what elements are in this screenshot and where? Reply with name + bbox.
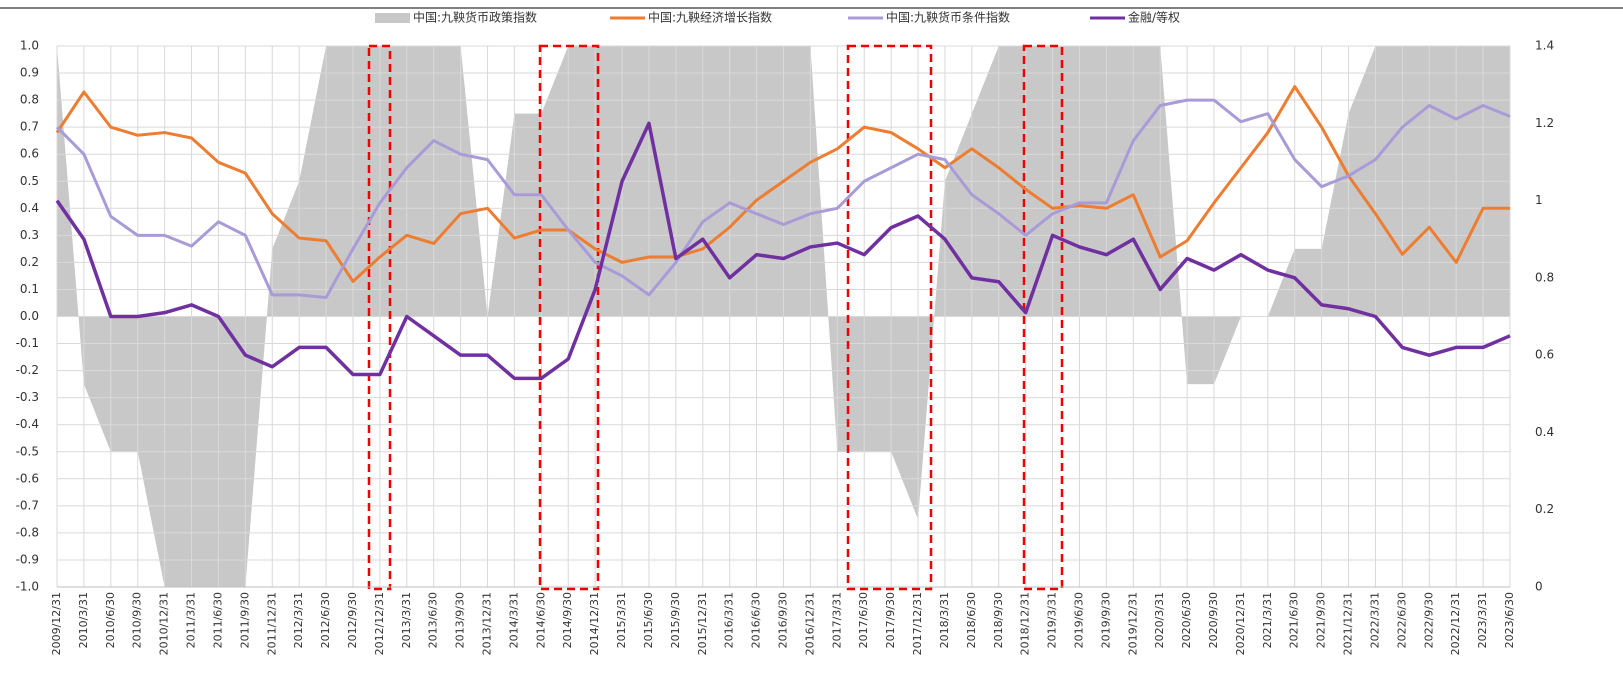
y-tick-label: -1.0 (16, 580, 39, 594)
x-tick-label: 2010/9/30 (131, 592, 144, 648)
x-tick-label: 2016/12/31 (803, 592, 816, 655)
x-tick-label: 2014/9/30 (561, 592, 574, 648)
y-tick-label: 0.6 (20, 147, 39, 161)
x-tick-label: 2018/9/30 (992, 592, 1005, 648)
y-tick-label: 0.3 (20, 228, 39, 242)
highlights (367, 44, 1064, 591)
x-tick-label: 2019/6/30 (1072, 592, 1085, 648)
line-series (55, 98, 1511, 300)
x-tick-label: 2011/12/31 (265, 592, 278, 655)
highlight-box (538, 44, 600, 591)
x-tick-label: 2022/9/30 (1422, 592, 1435, 648)
y2-tick-label: 0.4 (1535, 425, 1554, 439)
x-tick-label: 2011/3/31 (185, 592, 198, 648)
x-tick-label: 2011/9/30 (238, 592, 251, 648)
x-tick-label: 2015/6/30 (642, 592, 655, 648)
x-tick-label: 2021/3/31 (1261, 592, 1274, 648)
legend-label: 中国:九鞅货币政策指数 (413, 10, 537, 25)
y-tick-label: 0.5 (20, 174, 39, 188)
x-tick-label: 2012/3/31 (292, 592, 305, 648)
x-tick-label: 2023/3/31 (1476, 592, 1489, 648)
x-tick-label: 2013/9/30 (454, 592, 467, 648)
x-tick-label: 2018/6/30 (965, 592, 978, 648)
y-tick-label: -0.9 (16, 552, 39, 566)
line-series (55, 121, 1511, 381)
highlight-box (1022, 44, 1064, 591)
highlight-box (367, 44, 392, 591)
y-tick-label: 0.7 (20, 120, 39, 134)
y-tick-label: 0.9 (20, 66, 39, 80)
x-tick-label: 2017/9/30 (884, 592, 897, 648)
x-tick-label: 2018/12/31 (1019, 592, 1032, 655)
x-tick-label: 2012/9/30 (346, 592, 359, 648)
x-tick-label: 2016/9/30 (777, 592, 790, 648)
x-tick-label: 2019/12/31 (1126, 592, 1139, 655)
x-tick-label: 2020/3/31 (1153, 592, 1166, 648)
legend-label: 中国:九鞅经济增长指数 (648, 10, 772, 25)
y-tick-label: 0.2 (20, 255, 39, 269)
x-tick-label: 2017/12/31 (911, 592, 924, 655)
y-tick-label: -0.7 (16, 498, 39, 512)
highlight-box (846, 44, 933, 591)
legend-swatch (375, 13, 410, 23)
x-tick-label: 2013/3/31 (400, 592, 413, 648)
y-tick-label: -0.1 (16, 336, 39, 350)
x-tick-label: 2017/6/30 (857, 592, 870, 648)
x-tick-label: 2019/3/31 (1046, 592, 1059, 648)
y2-tick-label: 0.2 (1535, 502, 1554, 516)
x-tick-label: 2013/12/31 (481, 592, 494, 655)
x-tick-label: 2021/9/30 (1315, 592, 1328, 648)
x-tick-label: 2021/12/31 (1342, 592, 1355, 655)
x-tick-label: 2016/6/30 (750, 592, 763, 648)
y2-tick-label: 1 (1535, 193, 1543, 207)
x-tick-label: 2022/3/31 (1368, 592, 1381, 648)
x-tick-label: 2023/6/30 (1503, 592, 1516, 648)
x-tick-label: 2020/12/31 (1234, 592, 1247, 655)
x-tick-label: 2015/3/31 (615, 592, 628, 648)
x-tick-label: 2020/6/30 (1180, 592, 1193, 648)
line-series (55, 85, 1510, 283)
x-tick-label: 2015/12/31 (696, 592, 709, 655)
y-tick-label: -0.2 (16, 363, 39, 377)
y-tick-label: -0.8 (16, 525, 39, 539)
x-tick-label: 2017/3/31 (830, 592, 843, 648)
x-tick-label: 2018/3/31 (938, 592, 951, 648)
y-tick-label: 0.1 (20, 282, 39, 296)
x-tick-label: 2020/9/30 (1207, 592, 1220, 648)
x-tick-label: 2019/9/30 (1099, 592, 1112, 648)
y-tick-label: -0.3 (16, 390, 39, 404)
y-tick-label: 0.0 (20, 309, 39, 323)
x-tick-label: 2012/12/31 (373, 592, 386, 655)
y2-tick-label: 0.6 (1535, 348, 1554, 362)
x-tick-label: 2016/3/31 (723, 592, 736, 648)
x-tick-label: 2021/6/30 (1288, 592, 1301, 648)
legend-label: 中国:九鞅货币条件指数 (886, 10, 1010, 25)
x-tick-label: 2011/6/30 (211, 592, 224, 648)
x-tick-label: 2014/6/30 (534, 592, 547, 648)
x-tick-label: 2010/6/30 (104, 592, 117, 648)
x-tick-label: 2013/6/30 (427, 592, 440, 648)
y-tick-label: -0.4 (16, 417, 39, 431)
y-tick-label: 0.4 (20, 201, 39, 215)
x-tick-label: 2012/6/30 (319, 592, 332, 648)
x-tick-label: 2015/9/30 (669, 592, 682, 648)
y-tick-label: 0.8 (20, 93, 39, 107)
y-tick-label: 1.0 (20, 39, 39, 53)
y2-tick-label: 0.8 (1535, 270, 1554, 284)
x-tick-label: 2014/3/31 (507, 592, 520, 648)
y-tick-label: -0.5 (16, 444, 39, 458)
y2-tick-label: 1.2 (1535, 116, 1554, 130)
y2-tick-label: 1.4 (1535, 39, 1554, 53)
x-tick-label: 2022/12/31 (1449, 592, 1462, 655)
y2-tick-label: 0 (1535, 580, 1543, 594)
x-tick-label: 2010/12/31 (158, 592, 171, 655)
y-tick-label: -0.6 (16, 471, 39, 485)
x-tick-label: 2014/12/31 (588, 592, 601, 655)
x-tick-label: 2010/3/31 (77, 592, 90, 648)
x-tick-label: 2022/6/30 (1395, 592, 1408, 648)
legend-label: 金融/等权 (1128, 10, 1180, 25)
x-tick-label: 2009/12/31 (50, 592, 63, 655)
